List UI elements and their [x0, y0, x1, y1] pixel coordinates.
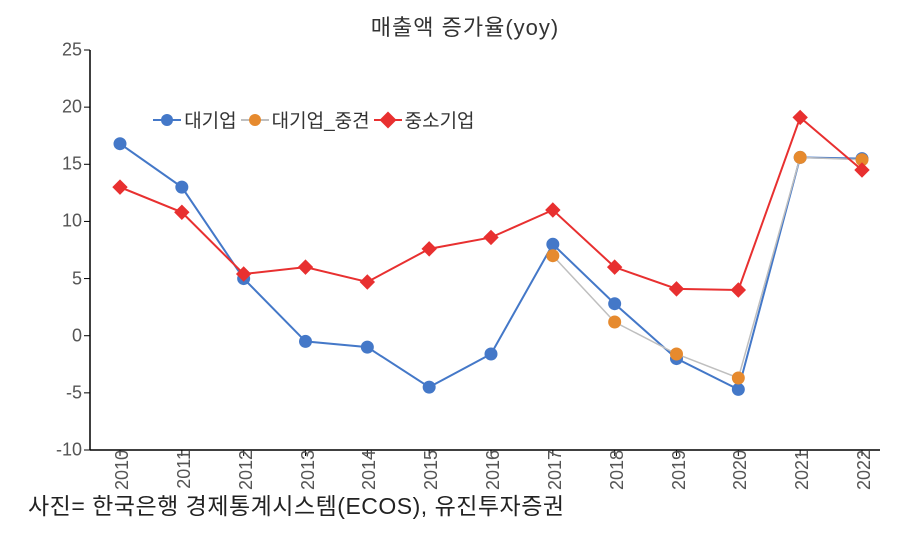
legend-item: 대기업	[153, 106, 236, 133]
x-tick-label: 2020	[730, 450, 751, 490]
source-caption: 사진= 한국은행 경제통계시스템(ECOS), 유진투자증권	[28, 487, 565, 521]
y-tick-label: 0	[72, 325, 90, 346]
legend-item: 대기업_중견	[241, 106, 370, 133]
y-tick-label: 10	[62, 211, 90, 232]
x-tick-label: 2018	[607, 450, 628, 490]
x-tick-label: 2017	[545, 450, 566, 490]
y-tick-label: 15	[62, 154, 90, 175]
legend-label: 대기업_중견	[272, 106, 370, 133]
x-tick-label: 2014	[359, 450, 380, 490]
legend-label: 대기업	[184, 106, 236, 133]
x-tick-label: 2022	[854, 450, 875, 490]
chart-container: 매출액 증가율(yoy) -10-50510152025201020112012…	[40, 10, 890, 470]
x-tick-label: 2012	[236, 450, 257, 490]
y-tick-label: 25	[62, 40, 90, 61]
y-tick-label: -5	[66, 382, 90, 403]
y-tick-label: 20	[62, 97, 90, 118]
x-tick-label: 2021	[792, 450, 813, 490]
x-tick-label: 2011	[174, 450, 195, 489]
x-tick-label: 2015	[421, 450, 442, 490]
x-tick-label: 2013	[298, 450, 319, 490]
x-tick-label: 2010	[112, 450, 133, 490]
chart-title: 매출액 증가율(yoy)	[40, 10, 890, 42]
legend-item: 중소기업	[374, 106, 475, 133]
legend-label: 중소기업	[405, 106, 475, 133]
y-tick-label: 5	[72, 268, 90, 289]
plot-area: -10-505101520252010201120122013201420152…	[90, 50, 880, 450]
x-tick-label: 2019	[669, 450, 690, 490]
x-tick-label: 2016	[483, 450, 504, 490]
y-tick-label: -10	[56, 440, 90, 461]
legend: 대기업 대기업_중견 중소기업	[153, 106, 474, 133]
